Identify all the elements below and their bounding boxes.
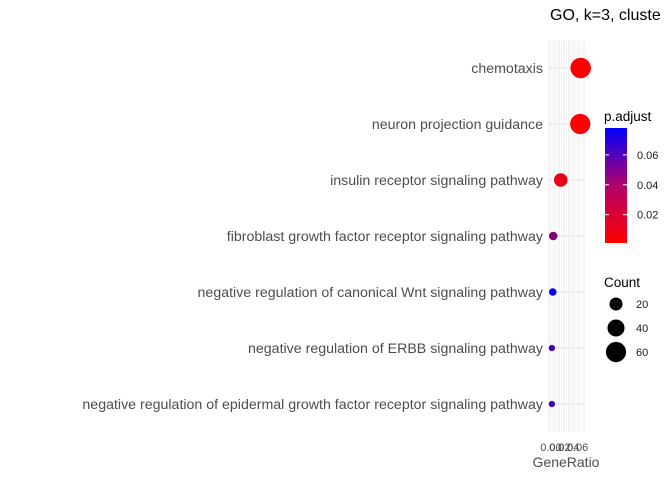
y-tick-label: insulin receptor signaling pathway bbox=[330, 173, 544, 189]
x-axis: 0.000.020.040.06 bbox=[540, 442, 588, 454]
p-adjust-legend-title: p.adjust bbox=[604, 109, 652, 124]
data-point bbox=[548, 231, 558, 241]
count-legend-title: Count bbox=[604, 275, 640, 290]
y-tick-label: neuron projection guidance bbox=[372, 117, 543, 133]
count-legend-key bbox=[609, 297, 623, 311]
data-point bbox=[570, 113, 591, 135]
x-tick-label: 0.02 bbox=[549, 442, 570, 454]
color-legend-label: 0.06 bbox=[637, 150, 658, 162]
y-tick-label: negative regulation of ERBB signaling pa… bbox=[248, 341, 544, 357]
data-point bbox=[548, 288, 557, 296]
color-legend-label: 0.04 bbox=[637, 180, 658, 192]
data-point bbox=[570, 57, 591, 79]
count-legend: Count 20 40 60 bbox=[604, 275, 648, 363]
color-legend-label: 0.02 bbox=[637, 210, 658, 222]
y-axis-labels: chemotaxis neuron projection guidance insu… bbox=[82, 61, 543, 413]
count-legend-label: 40 bbox=[636, 323, 648, 335]
data-point bbox=[553, 173, 568, 187]
count-legend-label: 60 bbox=[636, 347, 648, 359]
y-tick-label: negative regulation of epidermal growth … bbox=[82, 397, 543, 413]
y-tick-label: fibroblast growth factor receptor signal… bbox=[227, 229, 544, 245]
p-adjust-color-bar bbox=[605, 128, 627, 243]
count-legend-label: 20 bbox=[636, 299, 648, 311]
x-tick-label: 0.06 bbox=[567, 442, 588, 454]
data-point bbox=[548, 400, 556, 408]
count-legend-key bbox=[607, 319, 625, 337]
y-tick-label: chemotaxis bbox=[471, 61, 543, 77]
x-tick-label: 0.00 bbox=[540, 442, 561, 454]
p-adjust-legend: p.adjust 0.02 0.04 0.06 bbox=[604, 109, 658, 243]
y-tick-label: negative regulation of canonical Wnt sig… bbox=[198, 285, 544, 301]
chart-title: GO, k=3, cluste bbox=[550, 7, 661, 24]
data-point bbox=[548, 344, 556, 352]
x-tick-label: 0.04 bbox=[558, 442, 579, 454]
data-points bbox=[548, 57, 591, 408]
plot-panel bbox=[548, 40, 585, 432]
x-axis-title: GeneRatio bbox=[533, 454, 600, 470]
count-legend-key bbox=[605, 341, 627, 363]
